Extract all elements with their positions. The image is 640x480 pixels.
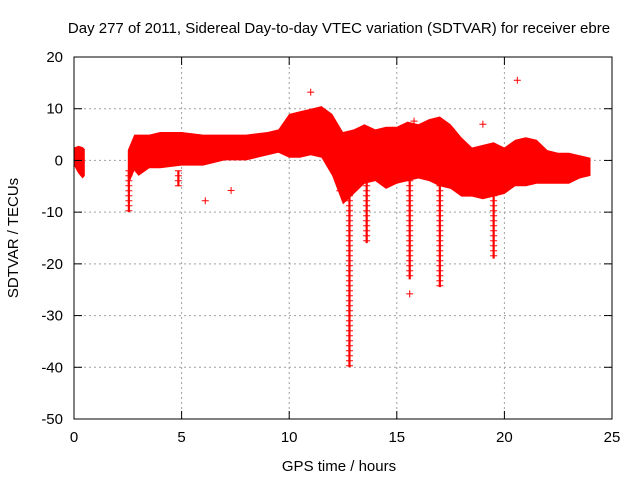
x-tick-label: 25 [604, 429, 621, 446]
data-point [410, 117, 418, 125]
data-point [307, 88, 315, 96]
y-tick-label: 10 [46, 101, 63, 118]
grid-lines [74, 57, 612, 419]
y-tick-label: -20 [41, 256, 63, 273]
plot-frame [73, 56, 613, 420]
data-band-segment [127, 106, 591, 205]
data-point [479, 120, 487, 128]
x-tick-label: 15 [388, 429, 405, 446]
data-point [513, 76, 521, 84]
y-tick-label: -40 [41, 359, 63, 376]
data-layer [74, 76, 591, 368]
x-tick-label: 0 [70, 429, 78, 446]
data-band-segment [74, 145, 85, 179]
chart-title: Day 277 of 2011, Sidereal Day-to-day VTE… [68, 20, 610, 37]
axis-ticks: 0 5 10 15 20 25 -50 -40 -30 -20 -10 0 10 20 [41, 49, 620, 446]
data-point [201, 197, 209, 205]
y-tick-label: -30 [41, 308, 63, 325]
x-tick-label: 5 [177, 429, 185, 446]
y-tick-label: 20 [46, 49, 63, 66]
data-point [406, 290, 414, 298]
y-tick-label: -50 [41, 411, 63, 428]
y-tick-label: 0 [55, 152, 63, 169]
y-tick-label: -10 [41, 204, 63, 221]
x-tick-label: 20 [496, 429, 513, 446]
x-tick-label: 10 [281, 429, 298, 446]
y-axis-title: SDTVAR / TECUs [5, 178, 22, 298]
data-point [227, 186, 235, 194]
x-axis-title: GPS time / hours [282, 458, 396, 475]
